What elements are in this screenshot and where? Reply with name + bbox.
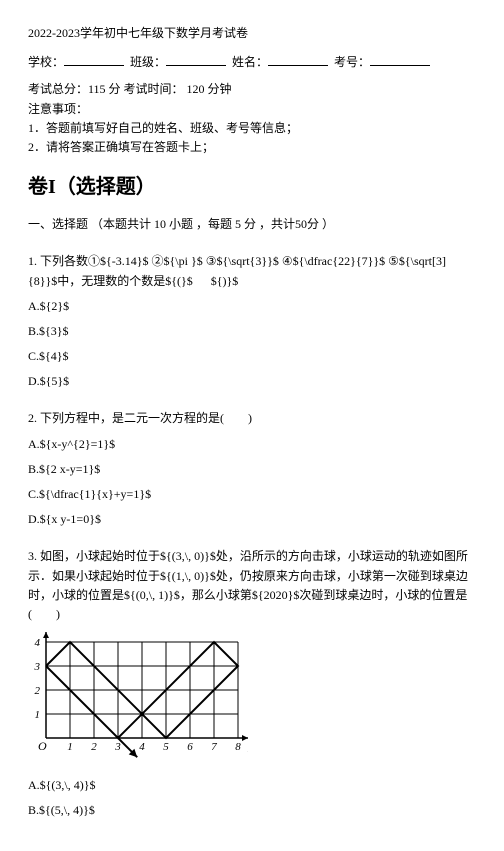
- question-3-stem: 3. 如图，小球起始时位于${(3,\, 0)}$处，沿所示的方向击球，小球运动…: [28, 547, 476, 624]
- svg-text:1: 1: [35, 709, 41, 721]
- name-label: 姓名：: [232, 55, 268, 69]
- question-1-option-a: A.${2}$: [28, 297, 476, 316]
- info-line: 学校： 班级： 姓名： 考号：: [28, 53, 476, 72]
- subsection-heading: 一、选择题 （本题共计 10 小题 ，每题 5 分 ，共计50分 ）: [28, 215, 476, 234]
- svg-text:3: 3: [34, 661, 41, 673]
- section-title: 卷I（选择题）: [28, 171, 476, 203]
- question-1-stem: 1. 下列各数①${-3.14}$ ②${\pi }$ ③${\sqrt{3}}…: [28, 252, 476, 290]
- name-blank: [268, 53, 328, 66]
- svg-text:3: 3: [114, 741, 121, 753]
- notice-2: 2．请将答案正确填写在答题卡上；: [28, 138, 476, 157]
- question-2-option-b: B.${2 x-y=1}$: [28, 460, 476, 479]
- question-1-option-c: C.${4}$: [28, 347, 476, 366]
- svg-text:6: 6: [187, 741, 193, 753]
- school-label: 学校：: [28, 55, 64, 69]
- svg-text:4: 4: [139, 741, 145, 753]
- exam-notes: 考试总分：115 分 考试时间： 120 分钟 注意事项： 1．答题前填写好自己…: [28, 80, 476, 157]
- exam-title: 2022-2023学年初中七年级下数学月考试卷: [28, 24, 476, 43]
- class-label: 班级：: [130, 55, 166, 69]
- question-1-option-d: D.${5}$: [28, 372, 476, 391]
- examid-label: 考号：: [334, 55, 370, 69]
- svg-text:2: 2: [35, 685, 41, 697]
- svg-text:1: 1: [67, 741, 73, 753]
- question-3-chart: 1 2 3 4 5 6 7 8 1 2 3 4 Ox: [28, 632, 248, 762]
- svg-text:7: 7: [211, 741, 217, 753]
- class-blank: [166, 53, 226, 66]
- svg-text:O: O: [38, 739, 47, 753]
- svg-text:4: 4: [35, 637, 41, 649]
- question-2-option-a: A.${x-y^{2}=1}$: [28, 435, 476, 454]
- question-2-option-d: D.${x y-1=0}$: [28, 510, 476, 529]
- question-3-option-b: B.${(5,\, 4)}$: [28, 801, 476, 820]
- svg-text:2: 2: [91, 741, 97, 753]
- notice-1: 1．答题前填写好自己的姓名、班级、考号等信息；: [28, 119, 476, 138]
- svg-text:8: 8: [235, 741, 241, 753]
- total-time: 考试总分：115 分 考试时间： 120 分钟: [28, 80, 476, 99]
- question-2-stem: 2. 下列方程中，是二元一次方程的是( ): [28, 409, 476, 428]
- examid-blank: [370, 53, 430, 66]
- question-2-option-c: C.${\dfrac{1}{x}+y=1}$: [28, 485, 476, 504]
- notice-label: 注意事项：: [28, 100, 476, 119]
- svg-text:x: x: [247, 740, 248, 755]
- question-3-option-a: A.${(3,\, 4)}$: [28, 776, 476, 795]
- svg-text:5: 5: [163, 741, 169, 753]
- school-blank: [64, 53, 124, 66]
- question-1-option-b: B.${3}$: [28, 322, 476, 341]
